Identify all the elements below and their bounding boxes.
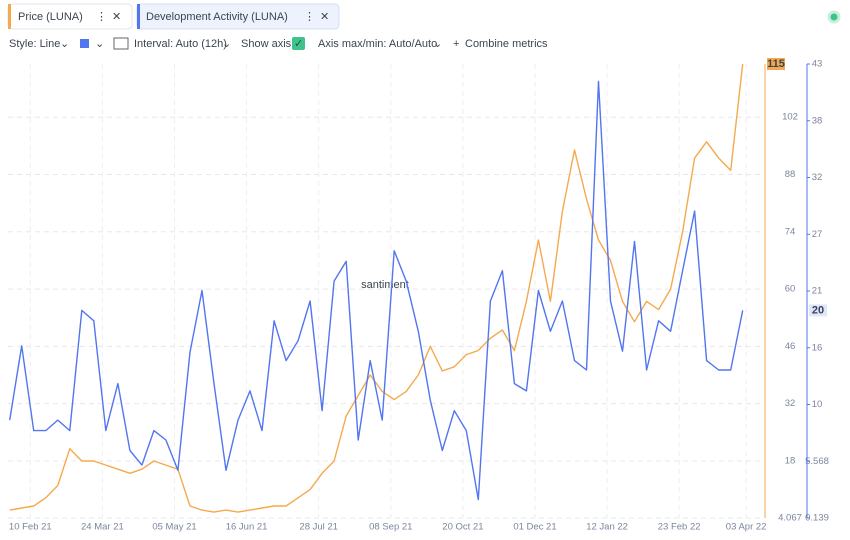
- y-tick-label: 102: [782, 112, 798, 123]
- chip-color: [137, 4, 140, 29]
- y2-tick-label: 38: [812, 115, 823, 126]
- chip-label: Price (LUNA): [18, 11, 83, 23]
- x-tick-label: 05 May 21: [152, 522, 196, 533]
- chevron: ⌄: [60, 38, 69, 50]
- y2-tick-label: 10: [812, 399, 823, 410]
- series-line: [9, 63, 744, 513]
- chip-menu[interactable]: ⋮: [304, 11, 315, 23]
- y-tick-label: 18: [785, 455, 796, 466]
- x-tick-label: 24 Mar 21: [81, 522, 124, 533]
- y2-tick-label: 0.139: [805, 513, 829, 524]
- x-tick-label: 20 Oct 21: [442, 522, 483, 533]
- x-tick-label: 01 Dec 21: [513, 522, 556, 533]
- series-line: [9, 80, 744, 501]
- current-value-label: 20: [812, 304, 824, 316]
- status-dot: [827, 10, 841, 24]
- y-tick-label: 74: [785, 226, 796, 237]
- chevron: ⌄: [222, 38, 231, 50]
- chip-color: [8, 4, 11, 29]
- x-tick-label: 16 Jun 21: [226, 522, 268, 533]
- plus: +: [453, 38, 459, 50]
- toolbar-show-axis[interactable]: Show axis: [241, 38, 292, 50]
- y2-tick-label: 5.568: [805, 456, 829, 467]
- chip-close[interactable]: ✕: [320, 11, 329, 23]
- x-tick-label: 10 Feb 21: [9, 522, 52, 533]
- y2-tick-label: 21: [812, 286, 823, 297]
- chip-close[interactable]: ✕: [112, 11, 121, 23]
- y-tick-label: 32: [785, 398, 796, 409]
- chevron: ⌄: [95, 38, 104, 50]
- current-value-box: [767, 58, 785, 70]
- x-tick-label: 23 Feb 22: [658, 522, 701, 533]
- y-tick-label: 88: [785, 169, 796, 180]
- toolbar-style[interactable]: Style: Line: [9, 38, 60, 50]
- toolbar-interval[interactable]: Interval: Auto (12h): [134, 38, 227, 50]
- x-tick-label: 12 Jan 22: [586, 522, 628, 533]
- chip-label: Development Activity (LUNA): [146, 11, 288, 23]
- y-tick-label: 60: [785, 284, 796, 295]
- y2-tick-label: 32: [812, 172, 823, 183]
- current-value-box: [809, 304, 827, 317]
- y-tick-label: 46: [785, 341, 796, 352]
- interval-icon: [113, 37, 129, 50]
- y-tick-label: 4.067: [778, 513, 802, 524]
- toolbar-axis-minmax[interactable]: Axis max/min: Auto/Auto: [318, 38, 437, 50]
- checkmark: ✓: [294, 38, 303, 50]
- y2-tick-label: 16: [812, 342, 823, 353]
- x-tick-label: 28 Jul 21: [299, 522, 338, 533]
- x-tick-label: 03 Apr 22: [726, 522, 767, 533]
- color-swatch[interactable]: [80, 39, 89, 48]
- y2-tick-label: 27: [812, 229, 823, 240]
- chevron: ⌄: [433, 38, 442, 50]
- chip-menu[interactable]: ⋮: [96, 11, 107, 23]
- x-tick-label: 08 Sep 21: [369, 522, 412, 533]
- current-value-label: 115: [767, 58, 785, 70]
- toolbar-combine[interactable]: Combine metrics: [465, 38, 548, 50]
- watermark: santiment: [361, 279, 409, 291]
- checkbox[interactable]: [292, 37, 305, 50]
- y2-tick-label: 43: [812, 59, 823, 70]
